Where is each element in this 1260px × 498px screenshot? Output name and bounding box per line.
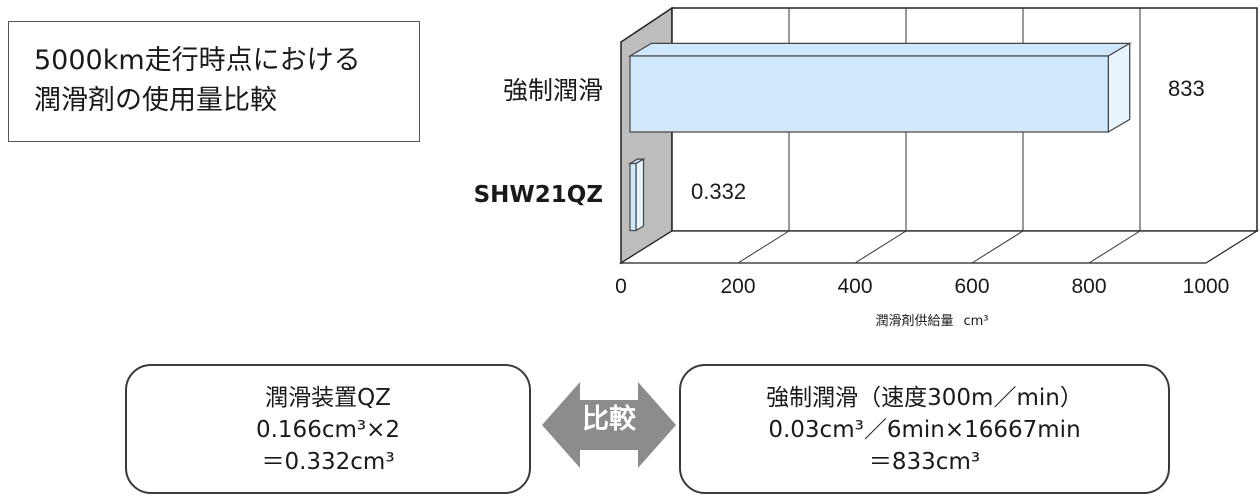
qz-device-label: 潤滑装置QZ [265, 385, 391, 411]
chart-floor [618, 230, 1260, 264]
forced-lubrication-panel: 強制潤滑（速度300m／min） 0.03cm³／6min×16667min ＝… [679, 364, 1170, 494]
bar-end-face [1107, 42, 1131, 134]
x-tick-label: 200 [720, 275, 755, 298]
forced-lubrication-title: 強制潤滑（速度300m／min） [766, 385, 1083, 411]
chart-floor-gridline [1088, 230, 1141, 264]
chart-floor-gridline [854, 230, 907, 264]
x-tick-label: 600 [954, 275, 989, 298]
title-line-1: 5000km走行時点における [34, 45, 361, 76]
forced-lubrication-result: ＝833cm³ [868, 449, 981, 475]
bar [629, 55, 1109, 133]
qz-formula: 0.166cm³×2 [255, 417, 401, 443]
bar-chart: 0 200 400 600 800 1000 潤滑剤供給量 cm³ 強制潤滑 833 SHW21QZ… [474, 6, 1260, 329]
title-line-2: 潤滑剤の使用量比較 [34, 85, 277, 116]
x-tick-label: 800 [1071, 275, 1106, 298]
x-axis-label: 潤滑剤供給量 cm³ [875, 313, 988, 329]
x-tick-label: 400 [837, 275, 872, 298]
y-category-label: SHW21QZ [474, 182, 603, 208]
forced-lubrication-formula: 0.03cm³／6min×16667min [768, 417, 1081, 443]
qz-calculation-panel: 潤滑装置QZ 0.166cm³×2 ＝0.332cm³ [125, 364, 531, 494]
title-box: 5000km走行時点における 潤滑剤の使用量比較 [8, 21, 420, 142]
double-arrow-icon [542, 382, 676, 468]
bar-data-label: 833 [1168, 76, 1205, 101]
y-category-label: 強制潤滑 [503, 76, 603, 105]
x-axis-unit: cm³ [963, 314, 988, 329]
x-tick-label: 0 [615, 275, 627, 298]
bar-data-label: 0.332 [691, 179, 746, 204]
chart-floor-gridline [737, 230, 790, 264]
chart-floor-gridline [971, 230, 1024, 264]
qz-result: ＝0.332cm³ [261, 449, 395, 475]
compare-label: 比較 [582, 404, 636, 435]
x-tick-label: 1000 [1183, 275, 1230, 298]
bar-end-face [635, 158, 645, 232]
bar [629, 162, 637, 232]
bar-top-face [627, 42, 1132, 57]
